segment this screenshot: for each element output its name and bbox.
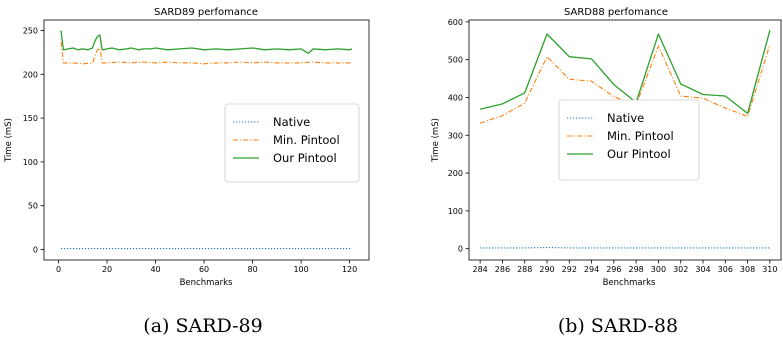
- x-tick-label: 298: [629, 265, 644, 274]
- series-lines: [60, 30, 353, 250]
- y-tick-label: 150: [23, 114, 38, 123]
- chart-title: SARD88 perfomance: [564, 7, 668, 18]
- legend-label: Min. Pintool: [607, 129, 674, 143]
- legend-label: Native: [273, 115, 310, 129]
- x-tick-label: 60: [199, 265, 209, 274]
- legend: Native Min. Pintool Our Pintool: [558, 99, 700, 181]
- y-tick-label: 400: [448, 93, 463, 102]
- x-tick-label: 40: [150, 265, 160, 274]
- x-tick-label: 294: [584, 265, 599, 274]
- x-tick-label: 286: [495, 265, 510, 274]
- x-tick-label: 296: [606, 265, 621, 274]
- series-line-our-pintool: [479, 30, 771, 115]
- y-tick-label: 250: [23, 27, 38, 36]
- x-axis-ticks: 284 286 288 290 292 294 296 298 300 302 304 306 308 3…: [473, 260, 777, 274]
- x-axis-label: Benchmarks: [180, 278, 233, 288]
- x-tick-label: 304: [695, 265, 710, 274]
- legend-box: [224, 103, 360, 183]
- y-tick-label: 200: [448, 169, 463, 178]
- x-tick-label: 100: [293, 265, 308, 274]
- x-tick-label: 120: [342, 265, 357, 274]
- series-line-min-pintool: [60, 41, 352, 65]
- chart-sard89: SARD89 perfomance 0 20 40 60 80 100 120 0 50 100…: [4, 7, 370, 337]
- x-tick-label: 300: [651, 265, 666, 274]
- y-tick-label: 500: [448, 56, 463, 65]
- y-axis-label: Time (mS): [431, 118, 441, 163]
- series-lines: [479, 30, 771, 249]
- chart-sard88: SARD88 perfomance 284 286 288 290 292 294 296 2…: [431, 7, 782, 337]
- x-tick-label: 0: [56, 265, 61, 274]
- y-tick-label: 50: [28, 202, 38, 211]
- chart-title: SARD89 perfomance: [154, 7, 258, 18]
- y-tick-label: 100: [23, 158, 38, 167]
- x-tick-label: 284: [473, 265, 488, 274]
- y-axis-ticks: 0 50 100 150 200 250: [23, 27, 44, 254]
- plot-area-frame: [43, 19, 370, 261]
- y-tick-label: 600: [448, 18, 463, 27]
- y-axis-label: Time (mS): [4, 118, 14, 163]
- y-tick-label: 300: [448, 131, 463, 140]
- plot-area-frame: [468, 19, 782, 261]
- x-tick-label: 306: [718, 265, 733, 274]
- x-tick-label: 288: [517, 265, 532, 274]
- figure-caption: (a) SARD-89: [143, 315, 262, 337]
- x-tick-label: 292: [562, 265, 577, 274]
- legend-box: [558, 99, 700, 181]
- legend-label: Our Pintool: [273, 151, 337, 165]
- legend-label: Our Pintool: [607, 147, 671, 161]
- x-tick-label: 302: [673, 265, 688, 274]
- y-tick-label: 200: [23, 70, 38, 79]
- legend-label: Min. Pintool: [273, 133, 340, 147]
- x-axis-ticks: 0 20 40 60 80 100 120: [56, 260, 357, 274]
- x-axis-label: Benchmarks: [603, 278, 656, 288]
- series-line-our-pintool: [60, 30, 353, 54]
- x-tick-label: 20: [102, 265, 112, 274]
- y-tick-label: 100: [448, 207, 463, 216]
- y-axis-ticks: 0 100 200 300 400 500 600: [448, 18, 469, 254]
- y-tick-label: 0: [33, 245, 38, 254]
- y-tick-label: 0: [458, 245, 463, 254]
- x-tick-label: 290: [539, 265, 554, 274]
- x-tick-label: 308: [740, 265, 755, 274]
- legend-label: Native: [607, 111, 644, 125]
- figure-caption: (b) SARD-88: [558, 315, 678, 337]
- legend: Native Min. Pintool Our Pintool: [224, 103, 360, 183]
- x-tick-label: 80: [247, 265, 257, 274]
- x-tick-label: 310: [762, 265, 777, 274]
